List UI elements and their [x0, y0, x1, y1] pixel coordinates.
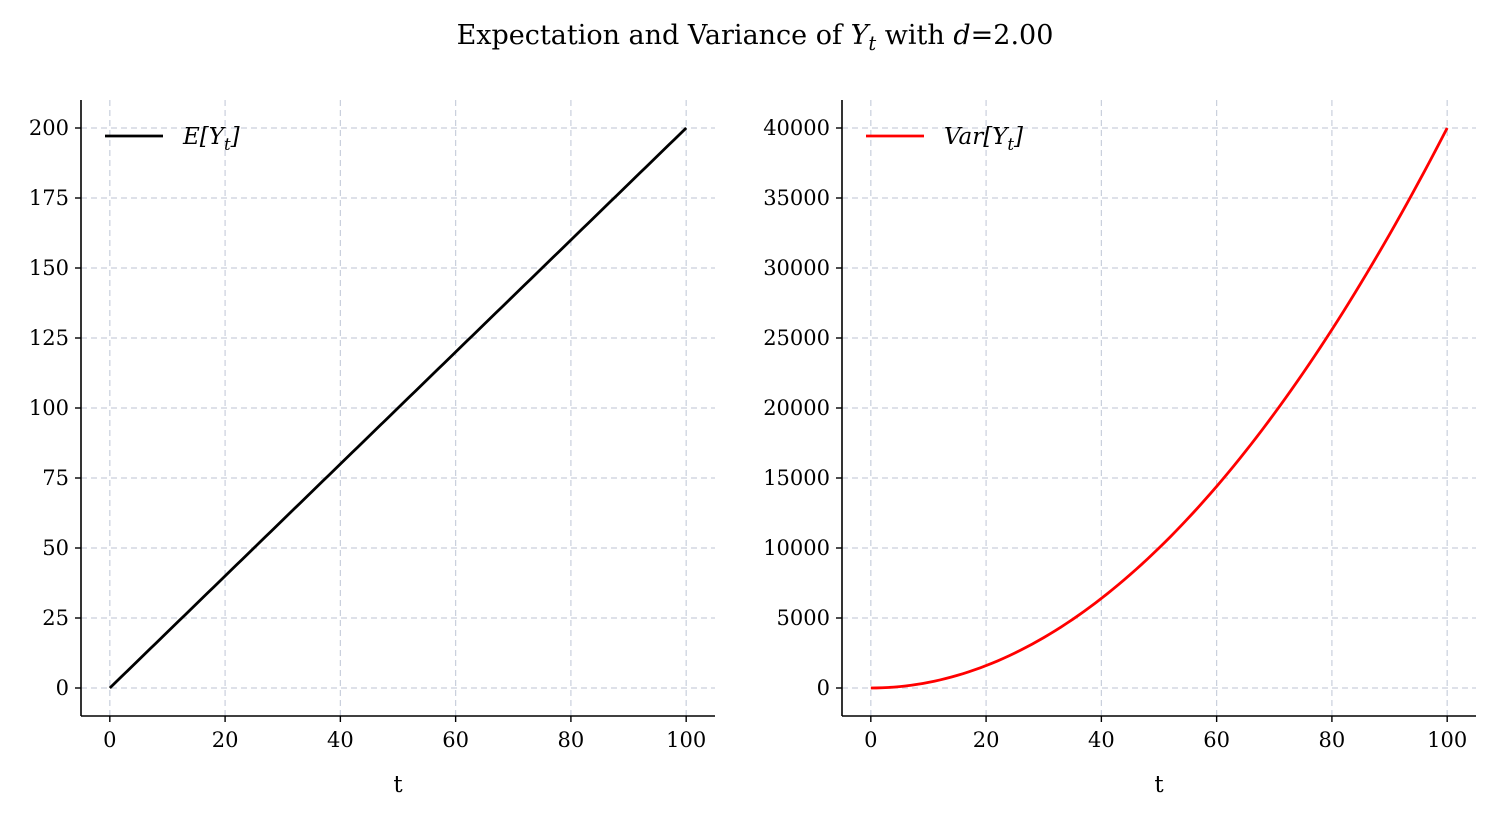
variance-x-tick-label: 20 [973, 728, 1000, 752]
expectation-y-tick-label: 50 [42, 536, 69, 560]
variance-y-tick-label: 20000 [763, 396, 830, 420]
variance-y-tick-label: 10000 [763, 536, 830, 560]
variance-x-tick-label: 0 [864, 728, 877, 752]
variance-y-tick-label: 25000 [763, 326, 830, 350]
variance-x-tick-label: 60 [1203, 728, 1230, 752]
variance-x-tick-label: 100 [1427, 728, 1467, 752]
variance-x-tick-label: 40 [1088, 728, 1115, 752]
expectation-y-tick-label: 100 [29, 396, 69, 420]
expectation-x-tick-label: 100 [666, 728, 706, 752]
expectation-y-tick-label: 0 [56, 676, 69, 700]
variance-y-tick-label: 30000 [763, 256, 830, 280]
variance-legend-label: Var[Yt​] [944, 124, 1023, 154]
figure-title: Expectation and Variance of Yt​ with d=2… [457, 20, 1054, 55]
expectation-y-tick-label: 150 [29, 256, 69, 280]
expectation-legend-label: E[Yt​] [182, 124, 240, 154]
variance-y-tick-label: 40000 [763, 116, 830, 140]
expectation-y-tick-label: 200 [29, 116, 69, 140]
variance-y-tick-label: 15000 [763, 466, 830, 490]
variance-panel: 0 20 40 60 80 100 0 5000 10000 15000 20000 25000 300… [763, 100, 1476, 798]
expectation-y-tick-label: 125 [29, 326, 69, 350]
expectation-x-tick-label: 60 [442, 728, 469, 752]
expectation-y-tick-label: 25 [42, 606, 69, 630]
expectation-x-tick-label: 40 [327, 728, 354, 752]
expectation-x-tick-label: 80 [558, 728, 585, 752]
variance-x-tick-label: 80 [1319, 728, 1346, 752]
expectation-series-line [108, 126, 688, 690]
expectation-x-tick-label: 20 [212, 728, 239, 752]
expectation-y-tick-label: 175 [29, 186, 69, 210]
expectation-panel: 0 20 40 60 80 100 0 25 50 75 100 125 150 175 200 t E[Yt​… [29, 100, 715, 798]
variance-x-axis-label: t [1154, 772, 1164, 798]
expectation-x-tick-label: 0 [103, 728, 116, 752]
variance-y-tick-label: 0 [817, 676, 830, 700]
expectation-y-tick-label: 75 [42, 466, 69, 490]
variance-y-tick-label: 35000 [763, 186, 830, 210]
variance-series-line [870, 127, 1449, 690]
expectation-x-axis-label: t [393, 772, 403, 798]
variance-y-tick-label: 5000 [777, 606, 830, 630]
